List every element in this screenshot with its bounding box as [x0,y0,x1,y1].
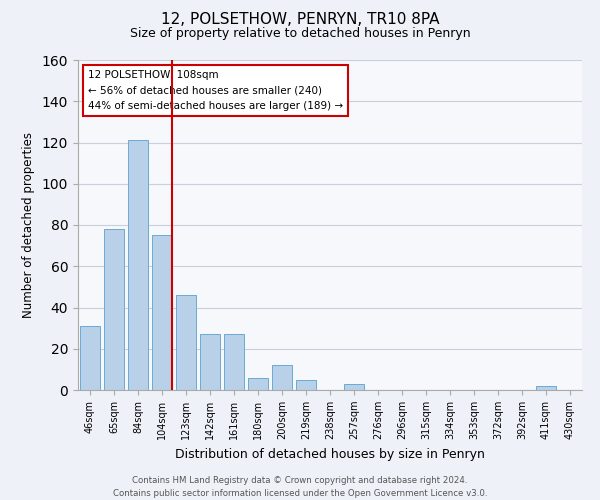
Bar [152,236,172,390]
Bar [296,380,316,390]
Y-axis label: Number of detached properties: Number of detached properties [22,132,35,318]
Bar [224,334,244,390]
Bar [248,378,268,390]
Bar [344,384,364,390]
Bar [80,326,100,390]
Text: 12 POLSETHOW: 108sqm
← 56% of detached houses are smaller (240)
44% of semi-deta: 12 POLSETHOW: 108sqm ← 56% of detached h… [88,70,343,111]
X-axis label: Distribution of detached houses by size in Penryn: Distribution of detached houses by size … [175,448,485,460]
Bar [104,229,124,390]
Text: 12, POLSETHOW, PENRYN, TR10 8PA: 12, POLSETHOW, PENRYN, TR10 8PA [161,12,439,28]
Bar [176,295,196,390]
Bar [128,140,148,390]
Bar [200,334,220,390]
Bar [272,365,292,390]
Text: Size of property relative to detached houses in Penryn: Size of property relative to detached ho… [130,28,470,40]
Bar [536,386,556,390]
Text: Contains HM Land Registry data © Crown copyright and database right 2024.
Contai: Contains HM Land Registry data © Crown c… [113,476,487,498]
